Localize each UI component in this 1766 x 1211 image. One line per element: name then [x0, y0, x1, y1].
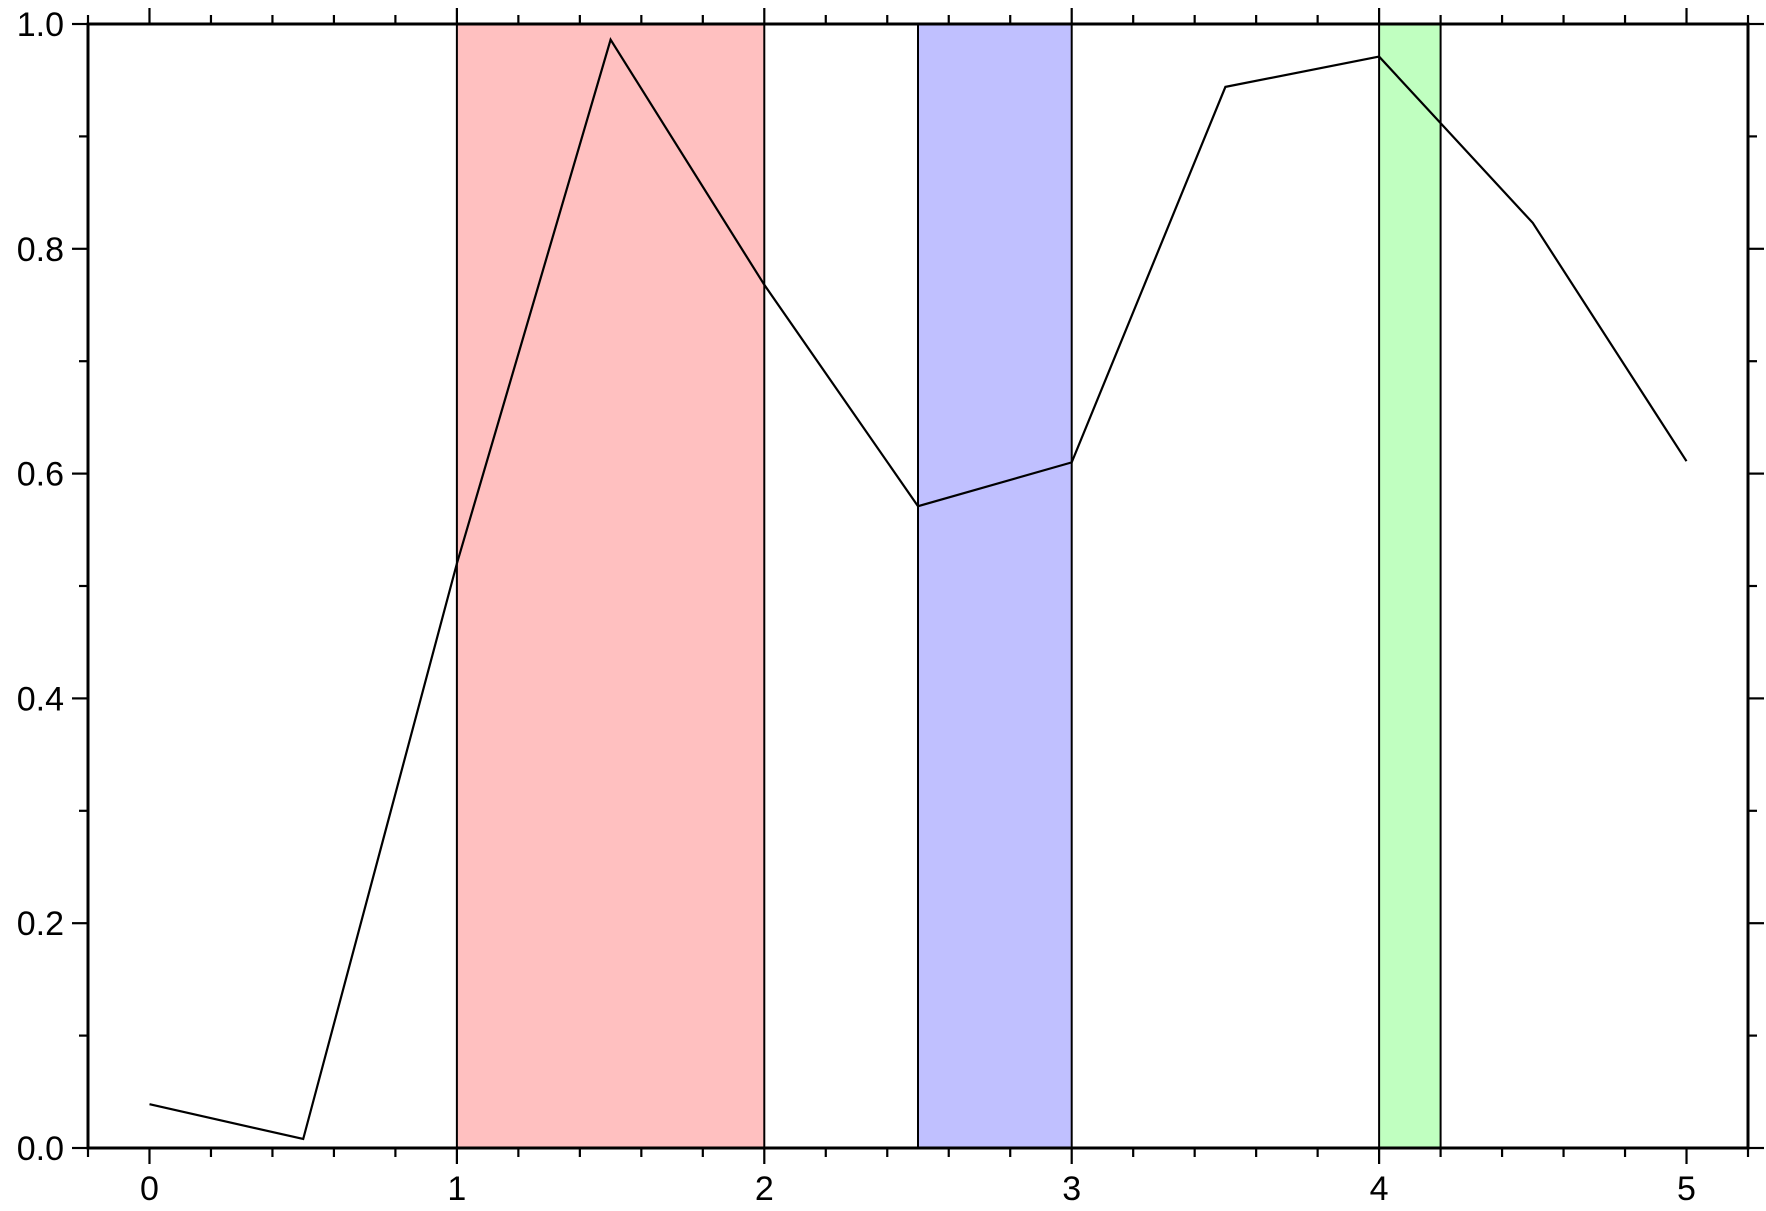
- axis-tick-labels: 0 1 2 3 4 5 0.0 0.2 0.4 0.6 0.8 1.0: [17, 6, 1696, 1208]
- y-tick-label: 0.4: [17, 680, 64, 718]
- shaded-span-0: [455, 23, 766, 1149]
- shaded-span-2: [1378, 23, 1442, 1149]
- y-tick-label: 1.0: [17, 6, 64, 44]
- y-tick-label: 0.0: [17, 1130, 64, 1168]
- y-tick-label: 0.2: [17, 905, 64, 943]
- y-tick-label: 0.6: [17, 456, 64, 494]
- shaded-spans: [455, 23, 1442, 1149]
- axis-ticks: [72, 8, 1764, 1164]
- x-tick-label: 4: [1370, 1170, 1389, 1208]
- y-tick-label: 0.8: [17, 231, 64, 269]
- x-tick-label: 5: [1677, 1170, 1696, 1208]
- shaded-span-1: [917, 23, 1073, 1149]
- x-tick-label: 0: [140, 1170, 159, 1208]
- x-tick-label: 1: [447, 1170, 466, 1208]
- x-tick-label: 2: [755, 1170, 774, 1208]
- series-line-0: [149, 37, 1688, 1141]
- data-series: [149, 37, 1688, 1141]
- x-tick-label: 3: [1062, 1170, 1081, 1208]
